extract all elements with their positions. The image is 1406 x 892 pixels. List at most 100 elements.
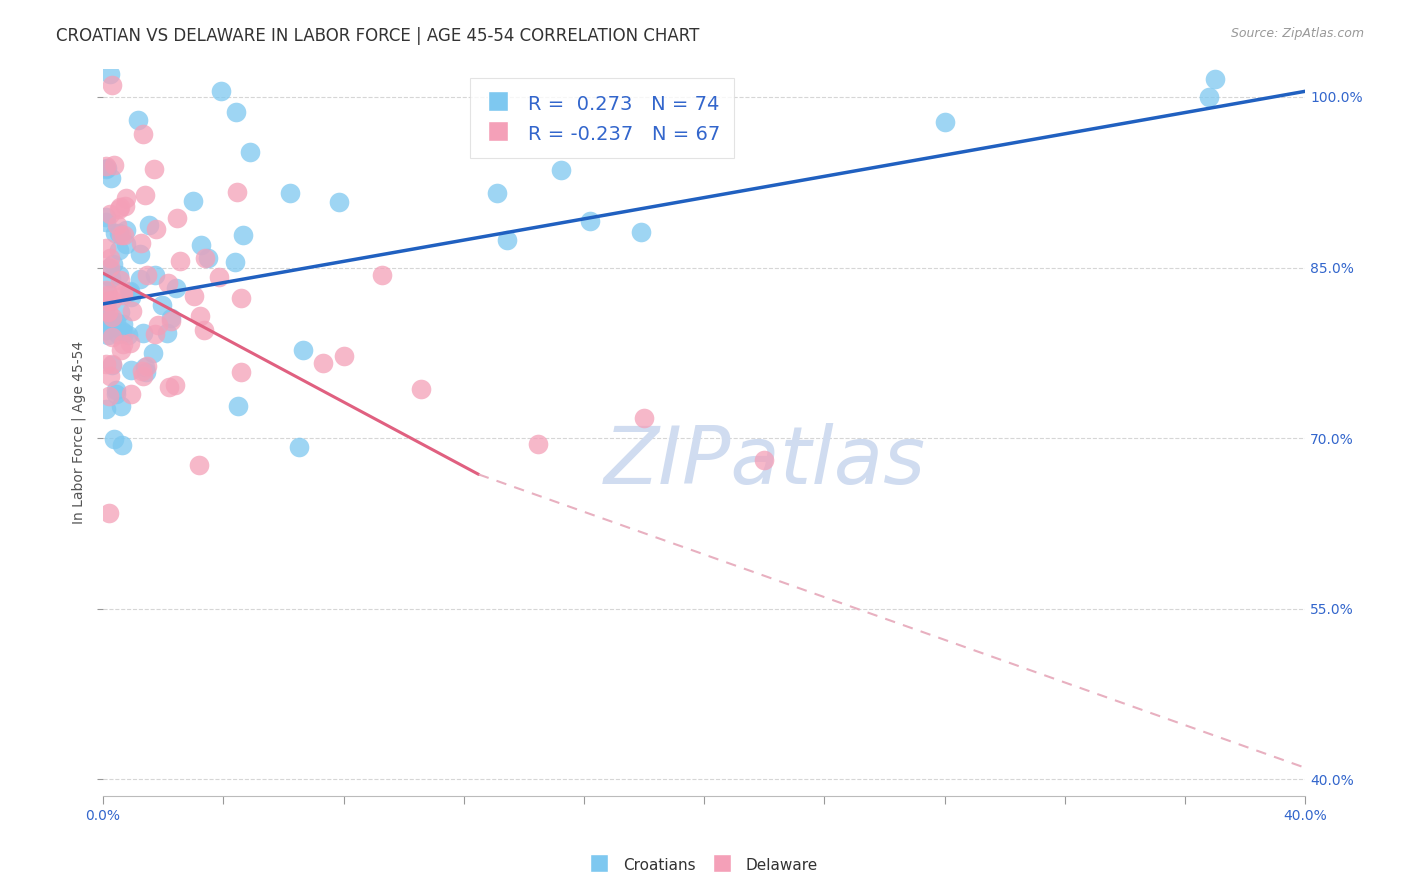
Point <box>328 194 350 209</box>
Point <box>550 162 572 177</box>
Point <box>112 285 135 300</box>
Point <box>754 453 776 467</box>
Legend: R =  0.273   N = 74, R = -0.237   N = 67: R = 0.273 N = 74, R = -0.237 N = 67 <box>470 78 734 158</box>
Text: ZIPatlas: ZIPatlas <box>603 423 925 500</box>
Point <box>134 188 156 202</box>
Point <box>129 236 152 251</box>
Point <box>224 255 246 269</box>
Point <box>114 199 136 213</box>
Point <box>188 458 211 473</box>
Point <box>94 242 117 256</box>
Point <box>229 291 252 305</box>
Point <box>111 437 134 451</box>
Point <box>288 440 311 454</box>
Point <box>97 288 120 302</box>
Point <box>107 227 129 241</box>
Point <box>112 326 135 340</box>
Point <box>112 337 135 351</box>
Point <box>121 304 143 318</box>
Point <box>120 285 142 299</box>
Text: Source: ZipAtlas.com: Source: ZipAtlas.com <box>1230 27 1364 40</box>
Point <box>120 363 142 377</box>
Point <box>160 311 183 326</box>
Point <box>188 309 211 323</box>
Point <box>152 298 174 312</box>
Point <box>411 382 433 396</box>
Point <box>94 215 117 229</box>
Point <box>115 191 138 205</box>
Point <box>148 318 170 333</box>
Point <box>110 343 132 357</box>
Point <box>131 326 153 340</box>
Point <box>183 289 205 303</box>
Point <box>94 300 117 314</box>
Point <box>208 270 231 285</box>
Point <box>98 314 121 328</box>
Point <box>143 268 166 282</box>
Point <box>94 401 117 416</box>
Point <box>94 309 117 323</box>
Point <box>333 349 356 363</box>
Point <box>98 260 121 274</box>
Point <box>209 84 232 98</box>
Point <box>108 202 131 217</box>
Point <box>94 283 117 297</box>
Point <box>100 357 122 371</box>
Point <box>111 287 134 301</box>
Point <box>120 386 142 401</box>
Point <box>136 359 159 373</box>
Point <box>485 186 508 201</box>
Legend: Croatians, Delaware: Croatians, Delaware <box>582 850 824 880</box>
Point <box>108 305 131 319</box>
Point <box>100 271 122 285</box>
Point <box>97 389 120 403</box>
Point <box>103 433 125 447</box>
Point <box>1198 90 1220 104</box>
Point <box>97 260 120 275</box>
Point <box>132 128 155 142</box>
Point <box>98 369 121 384</box>
Point <box>110 400 132 414</box>
Point <box>94 210 117 224</box>
Point <box>110 273 132 287</box>
Point <box>94 162 117 177</box>
Point <box>108 268 131 282</box>
Point <box>135 365 157 379</box>
Point <box>94 159 117 173</box>
Point <box>94 315 117 329</box>
Point <box>194 252 217 266</box>
Point <box>143 162 166 177</box>
Point <box>97 304 120 318</box>
Point <box>101 310 124 325</box>
Point <box>100 358 122 372</box>
Point <box>118 335 141 350</box>
Point <box>129 271 152 285</box>
Point <box>165 377 187 392</box>
Point <box>527 437 550 451</box>
Point <box>94 323 117 337</box>
Point <box>97 328 120 343</box>
Point <box>104 315 127 329</box>
Point <box>111 324 134 338</box>
Point <box>118 285 141 300</box>
Point <box>225 104 247 119</box>
Point <box>115 222 138 236</box>
Point <box>103 257 125 271</box>
Point <box>142 346 165 360</box>
Point <box>100 207 122 221</box>
Point <box>633 411 655 425</box>
Point <box>110 200 132 214</box>
Point <box>193 322 215 336</box>
Point <box>190 238 212 252</box>
Point <box>96 284 118 298</box>
Point <box>143 327 166 342</box>
Point <box>114 237 136 252</box>
Point <box>291 343 314 357</box>
Point <box>127 112 149 127</box>
Point <box>105 218 128 232</box>
Point <box>98 67 121 81</box>
Point <box>630 225 652 239</box>
Point <box>111 317 134 331</box>
Point <box>134 359 156 374</box>
Point <box>96 161 118 175</box>
